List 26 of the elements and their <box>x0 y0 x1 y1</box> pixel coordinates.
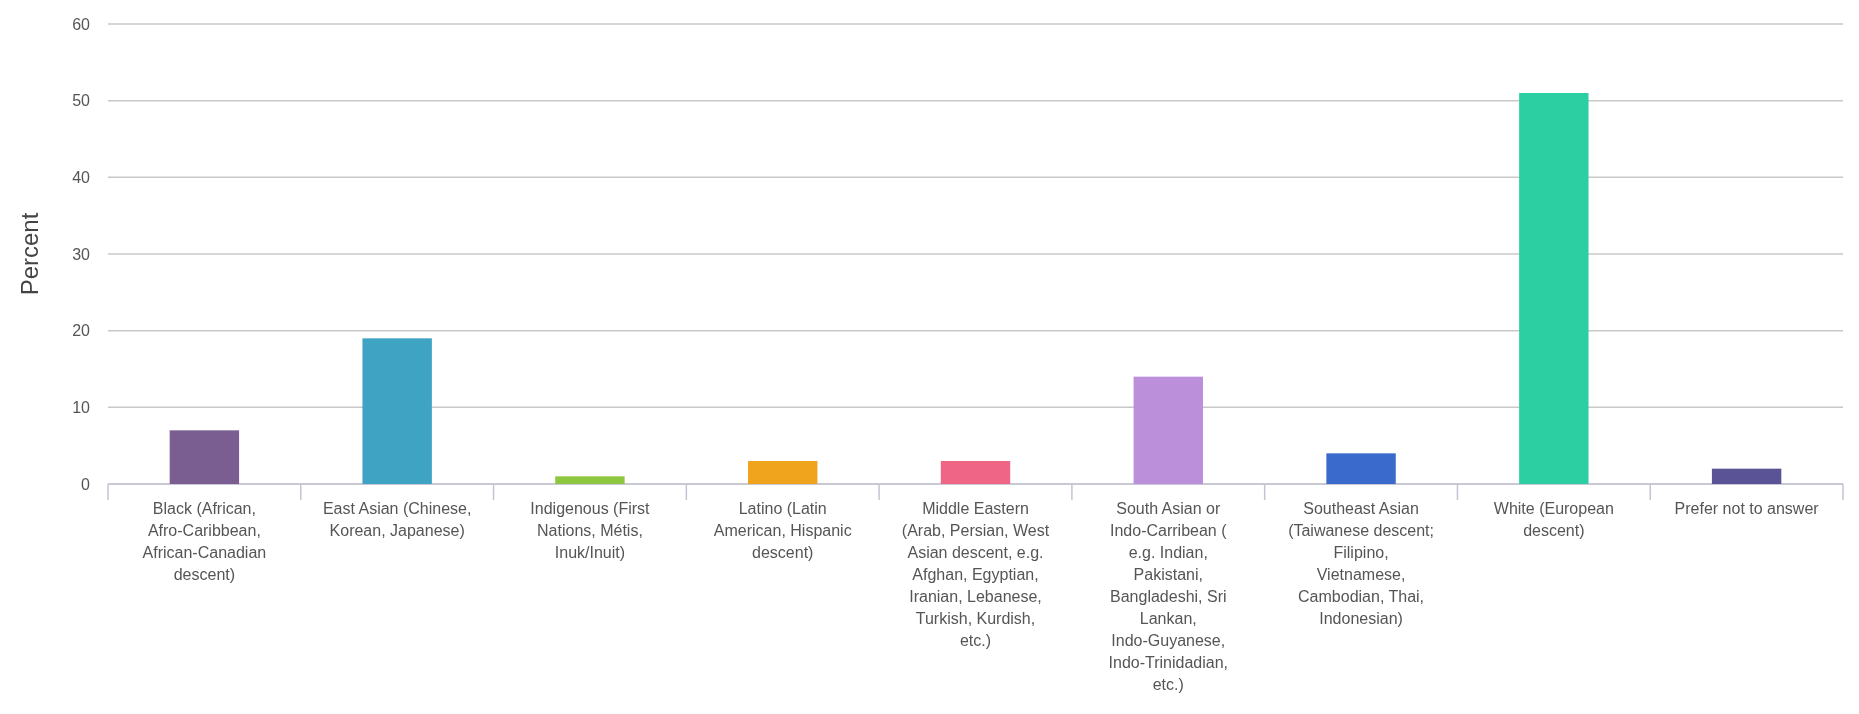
x-tick-label: White (European descent) <box>1493 500 1614 539</box>
bar <box>169 430 240 484</box>
bar <box>555 476 625 484</box>
x-tick-label: Black (African, Afro-Caribbean, African-Canadian descent) <box>142 500 267 583</box>
x-tick-label: Southeast Asian (Taiwanese descent; Filipino, Vietnamese, Cambodian, Thai, Indonesian) <box>1288 500 1434 627</box>
x-tick-label: East Asian (Chinese, Korean, Japanese) <box>322 500 472 539</box>
bar <box>748 461 818 484</box>
y-tick-label: 60 <box>72 15 91 33</box>
x-tick-label: Prefer not to answer <box>1674 500 1820 517</box>
x-tick-label: Latino (Latin American, Hispanic descent) <box>713 500 852 561</box>
bar <box>1711 468 1782 484</box>
y-tick-label: 30 <box>72 245 91 263</box>
x-tick-label: Middle Eastern (Arab, Persian, West Asian descent, e.g. Afghan, Egyptian, Iranian, Lebanese, Turkish, Kurdish, etc.) <box>901 500 1050 649</box>
bar <box>362 338 432 484</box>
bar <box>1326 453 1396 484</box>
y-tick-label: 10 <box>72 398 91 416</box>
y-tick-label: 40 <box>72 168 91 186</box>
bar <box>1519 93 1589 484</box>
bar <box>940 461 1011 484</box>
bar <box>1133 376 1203 484</box>
category-label: South Asian or Indo-Carribean ( e.g. Indian, Pakistani, Bangladeshi, Sri Lankan, Indo-Guyanese, Indo-Trinidadian, etc.) <box>1108 500 1229 693</box>
y-tick-label: 20 <box>72 322 91 340</box>
y-tick-label: 50 <box>72 92 91 110</box>
y-tick-label: 0 <box>81 475 91 493</box>
y-axis-title: Percent <box>16 212 43 296</box>
x-tick-label: Indigenous (First Nations, Métis, Inuk/Inuit) <box>530 500 651 561</box>
